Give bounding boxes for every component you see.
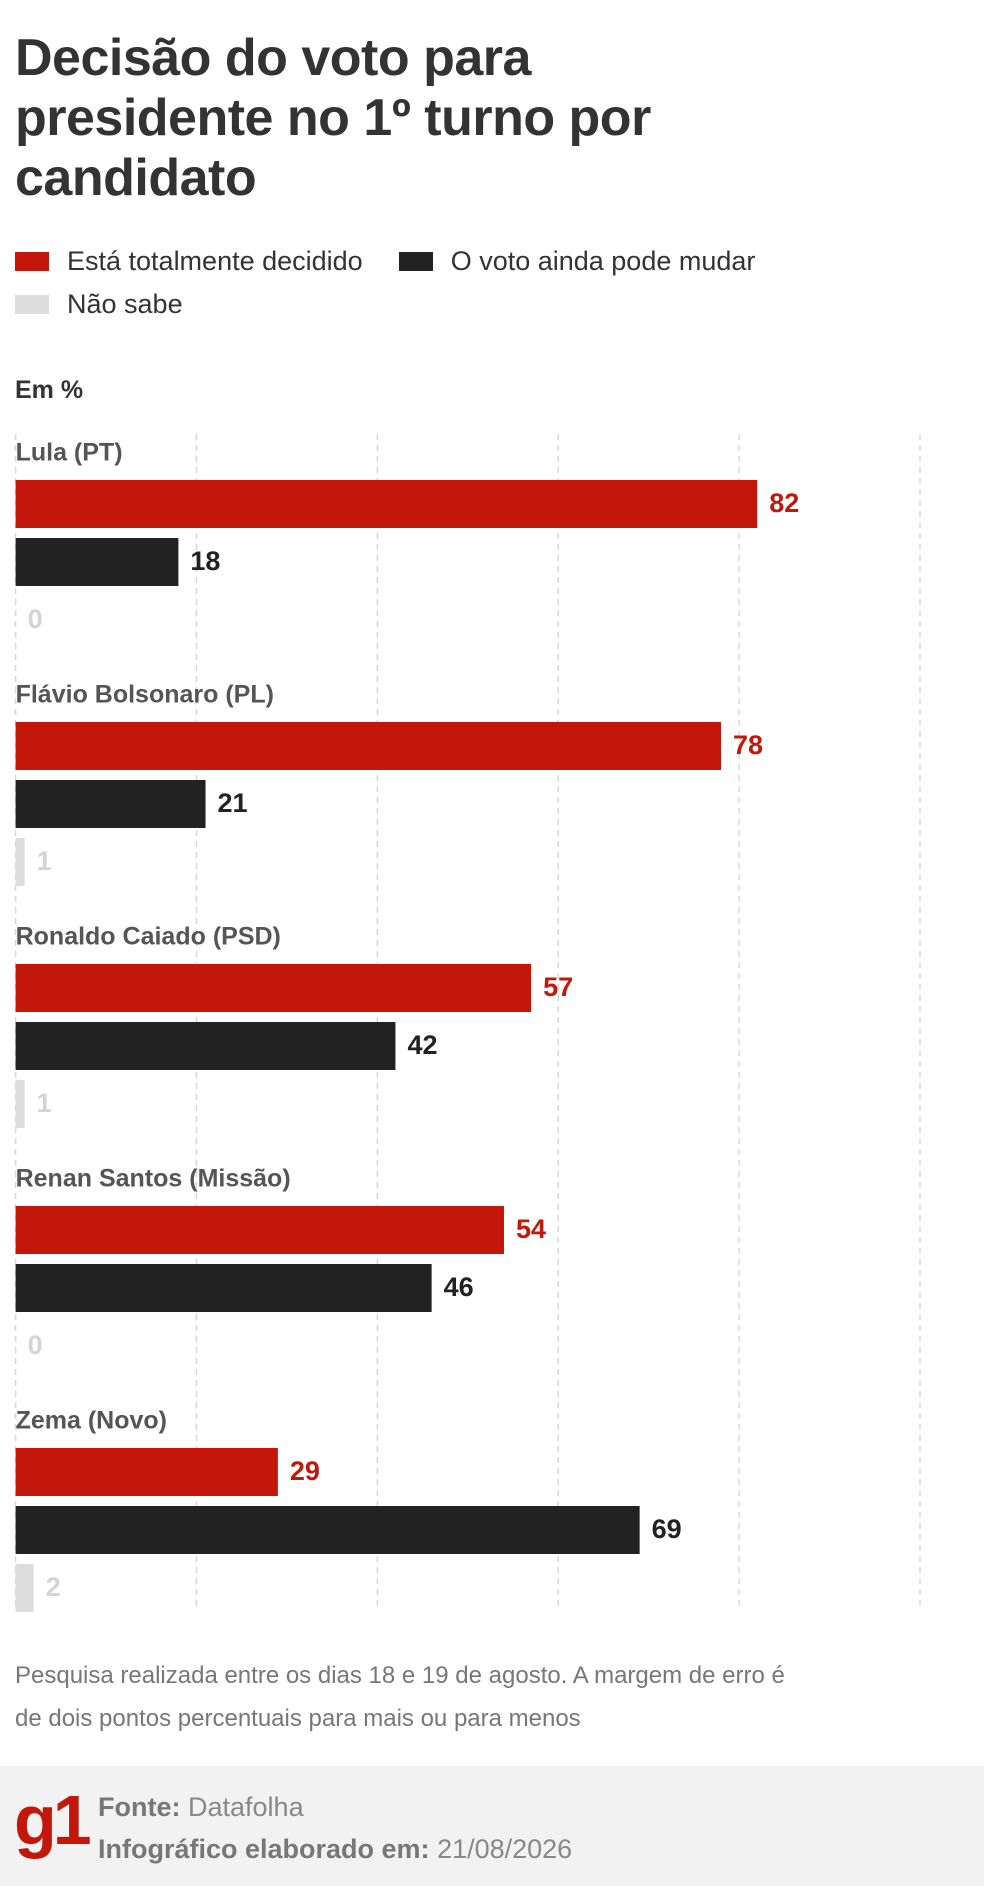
- date: 21/08/2026: [437, 1834, 573, 1864]
- footer: g1 Fonte: Datafolha Infográfico elaborad…: [0, 1766, 984, 1886]
- category-label: Ronaldo Caiado (PSD): [16, 923, 281, 951]
- legend-item: Está totalmente decidido: [15, 246, 363, 277]
- legend-item: Não sabe: [15, 289, 183, 320]
- legend-label: Não sabe: [67, 289, 183, 319]
- bar: [15, 1448, 278, 1496]
- credit-line: Infográfico elaborado em: 21/08/2026: [98, 1834, 572, 1865]
- value-label: 21: [218, 788, 248, 818]
- category-label: Renan Santos (Missão): [16, 1165, 291, 1193]
- bar: [15, 1206, 504, 1254]
- value-label: 78: [733, 730, 763, 760]
- value-label: 57: [543, 972, 573, 1002]
- legend-item: O voto ainda pode mudar: [398, 246, 756, 277]
- note: Pesquisa realizada entre os dias 18 e 19…: [15, 1662, 785, 1732]
- value-label: 46: [444, 1272, 474, 1302]
- source-line: Fonte: Datafolha: [98, 1792, 304, 1823]
- bar: [15, 722, 722, 770]
- value-label: 18: [190, 546, 220, 576]
- category-label: Zema (Novo): [16, 1407, 167, 1435]
- bar: [15, 1264, 432, 1312]
- bar: [15, 1080, 25, 1128]
- value-label: 1: [37, 846, 52, 876]
- source: Datafolha: [188, 1792, 304, 1822]
- bar: [15, 1506, 640, 1554]
- value-label: 2: [46, 1572, 61, 1602]
- legend-swatch: [398, 252, 433, 271]
- legend-swatch: [15, 295, 49, 314]
- bar: [15, 1564, 34, 1612]
- legend-swatch: [15, 252, 49, 271]
- logo: g1: [14, 1781, 92, 1859]
- source-label: Fonte:: [98, 1792, 181, 1822]
- category-label: Lula (PT): [16, 439, 123, 467]
- bar: [15, 480, 758, 528]
- value-label: 42: [407, 1030, 437, 1060]
- value-label: 0: [28, 604, 43, 634]
- category-label: Flávio Bolsonaro (PL): [16, 681, 274, 709]
- value-label: 54: [516, 1214, 546, 1244]
- bar: [15, 780, 206, 828]
- value-label: 1: [37, 1088, 52, 1118]
- bar: [15, 1022, 396, 1070]
- value-label: 0: [28, 1330, 43, 1360]
- value-label: 82: [769, 488, 799, 518]
- legend-label: Está totalmente decidido: [67, 246, 363, 276]
- subtitle: Em %: [15, 376, 84, 404]
- bar: [15, 838, 25, 886]
- legend: Está totalmente decidido O voto ainda pod…: [15, 246, 955, 320]
- value-label: 29: [290, 1456, 320, 1486]
- bar: [15, 538, 179, 586]
- value-label: 69: [652, 1514, 682, 1544]
- chart-title: Decisão do voto para presidente no 1º tu…: [15, 29, 651, 207]
- credit-label: Infográfico elaborado em:: [98, 1834, 430, 1864]
- bar: [15, 964, 532, 1012]
- legend-label: O voto ainda pode mudar: [450, 246, 756, 276]
